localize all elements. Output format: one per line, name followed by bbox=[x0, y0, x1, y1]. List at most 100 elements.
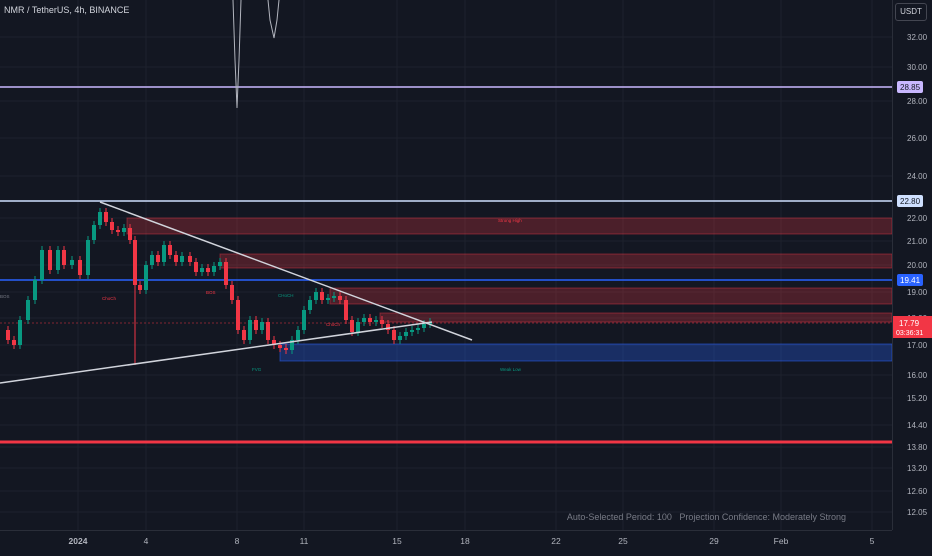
time-tick: 15 bbox=[392, 536, 402, 546]
candle-body bbox=[212, 266, 216, 272]
symbol-title[interactable]: NMR / TetherUS, 4h, BINANCE bbox=[4, 5, 130, 15]
supply-zone bbox=[219, 253, 893, 269]
candle-body bbox=[206, 268, 210, 272]
price-tick: 32.00 bbox=[907, 33, 928, 42]
supply-zone bbox=[379, 312, 893, 323]
candle-body bbox=[174, 255, 178, 262]
candle-body bbox=[404, 332, 408, 336]
candle-body bbox=[6, 330, 10, 340]
candle-body bbox=[356, 322, 360, 332]
price-chart[interactable]: ChoCh BOS CHoCH ChoCh FVG Strong High We… bbox=[0, 0, 893, 530]
candle-body bbox=[56, 250, 60, 270]
candle-body bbox=[104, 212, 108, 222]
time-axis[interactable]: 2024 4 8 11 15 18 22 25 29 Feb 5 bbox=[0, 530, 892, 551]
candle-body bbox=[138, 285, 142, 290]
candle-body bbox=[92, 225, 96, 240]
candle-body bbox=[98, 212, 102, 225]
time-tick: 18 bbox=[460, 536, 470, 546]
price-tick: 15.20 bbox=[907, 394, 928, 403]
candle-body bbox=[62, 250, 66, 265]
candle-body bbox=[26, 300, 30, 320]
price-tick: 21.00 bbox=[907, 237, 928, 246]
candle-body bbox=[296, 330, 300, 340]
candle-body bbox=[302, 310, 306, 330]
price-tick: 13.80 bbox=[907, 443, 928, 452]
price-tick: 20.00 bbox=[907, 261, 928, 270]
candle-body bbox=[86, 240, 90, 275]
candle-body bbox=[194, 262, 198, 272]
candle-body bbox=[224, 262, 228, 285]
candle-body bbox=[350, 320, 354, 332]
price-label-box[interactable] bbox=[897, 81, 923, 93]
supply-zone bbox=[329, 287, 893, 305]
time-tick: 11 bbox=[300, 536, 309, 546]
candle-body bbox=[48, 250, 52, 270]
chart-label: BOS bbox=[0, 294, 10, 299]
candle-body bbox=[410, 330, 414, 332]
currency-button[interactable]: USDT bbox=[895, 3, 927, 21]
candle-body bbox=[416, 328, 420, 330]
candle-body bbox=[254, 320, 258, 330]
bar-countdown: 03:36:31 bbox=[896, 330, 923, 337]
demand-zone bbox=[279, 343, 893, 362]
time-tick: 8 bbox=[235, 536, 240, 546]
candle-body bbox=[362, 318, 366, 322]
trendline-resistance[interactable] bbox=[99, 201, 473, 341]
price-tick: 16.00 bbox=[907, 371, 928, 380]
candle-body bbox=[368, 318, 372, 322]
candle-body bbox=[374, 320, 378, 322]
candle-body bbox=[122, 228, 126, 232]
candle-body bbox=[188, 256, 192, 262]
price-label-box[interactable] bbox=[897, 274, 923, 286]
candle-body bbox=[116, 230, 120, 232]
candle-body bbox=[200, 268, 204, 272]
candle-body bbox=[128, 228, 132, 240]
candle-body bbox=[326, 298, 330, 300]
candle-body bbox=[230, 285, 234, 300]
time-tick: Feb bbox=[774, 536, 789, 546]
chart-pane[interactable]: ChoCh BOS CHoCH ChoCh FVG Strong High We… bbox=[0, 0, 893, 530]
candle-body bbox=[236, 300, 240, 330]
trendline-support[interactable] bbox=[0, 321, 433, 384]
candle-body bbox=[162, 245, 166, 262]
price-label-box[interactable] bbox=[897, 195, 923, 207]
candle-body bbox=[344, 300, 348, 320]
time-tick: 22 bbox=[551, 536, 561, 546]
price-tick: 19.00 bbox=[907, 288, 928, 297]
chart-label: Weak Low bbox=[500, 367, 522, 372]
time-scale[interactable]: 2024 4 8 11 15 18 22 25 29 Feb 5 bbox=[0, 531, 892, 551]
period-text: Auto-Selected Period: 100 bbox=[566, 512, 672, 522]
candlesticks bbox=[6, 208, 432, 365]
price-tick: 13.20 bbox=[907, 464, 928, 473]
current-price-box bbox=[893, 316, 932, 338]
chart-label: ChoCh bbox=[102, 296, 117, 301]
candle-body bbox=[33, 280, 37, 300]
candle-body bbox=[308, 300, 312, 310]
candle-body bbox=[78, 260, 82, 275]
price-scale[interactable]: 32.00 30.00 28.00 26.00 24.00 22.00 21.00 20.00… bbox=[893, 0, 932, 530]
confidence-text: Projection Confidence: Moderately Strong bbox=[679, 512, 846, 522]
candle-body bbox=[168, 245, 172, 255]
chart-label: CHoCH bbox=[278, 293, 294, 298]
candle-body bbox=[242, 330, 246, 340]
price-tick: 12.05 bbox=[907, 508, 928, 517]
candle-body bbox=[40, 250, 44, 280]
candle-body bbox=[332, 296, 336, 298]
candle-body bbox=[150, 255, 154, 265]
indicator-line bbox=[232, 0, 242, 109]
candle-body bbox=[110, 222, 114, 230]
candle-body bbox=[218, 262, 222, 266]
price-axis[interactable]: 32.00 30.00 28.00 26.00 24.00 22.00 21.00 20.00… bbox=[892, 0, 932, 530]
projection-info: Auto-Selected Period: 100 Projection Con… bbox=[567, 512, 846, 522]
candle-body bbox=[180, 256, 184, 262]
chart-label: Strong High bbox=[498, 218, 522, 223]
candle-body bbox=[314, 292, 318, 300]
price-tick: 28.00 bbox=[907, 97, 928, 106]
price-tick: 26.00 bbox=[907, 134, 928, 143]
time-tick: 2024 bbox=[69, 536, 88, 546]
price-label: 19.41 bbox=[900, 276, 921, 285]
price-tick: 22.00 bbox=[907, 214, 928, 223]
time-tick: 29 bbox=[709, 536, 719, 546]
chart-label: BOS bbox=[206, 290, 216, 295]
time-tick: 4 bbox=[144, 536, 149, 546]
